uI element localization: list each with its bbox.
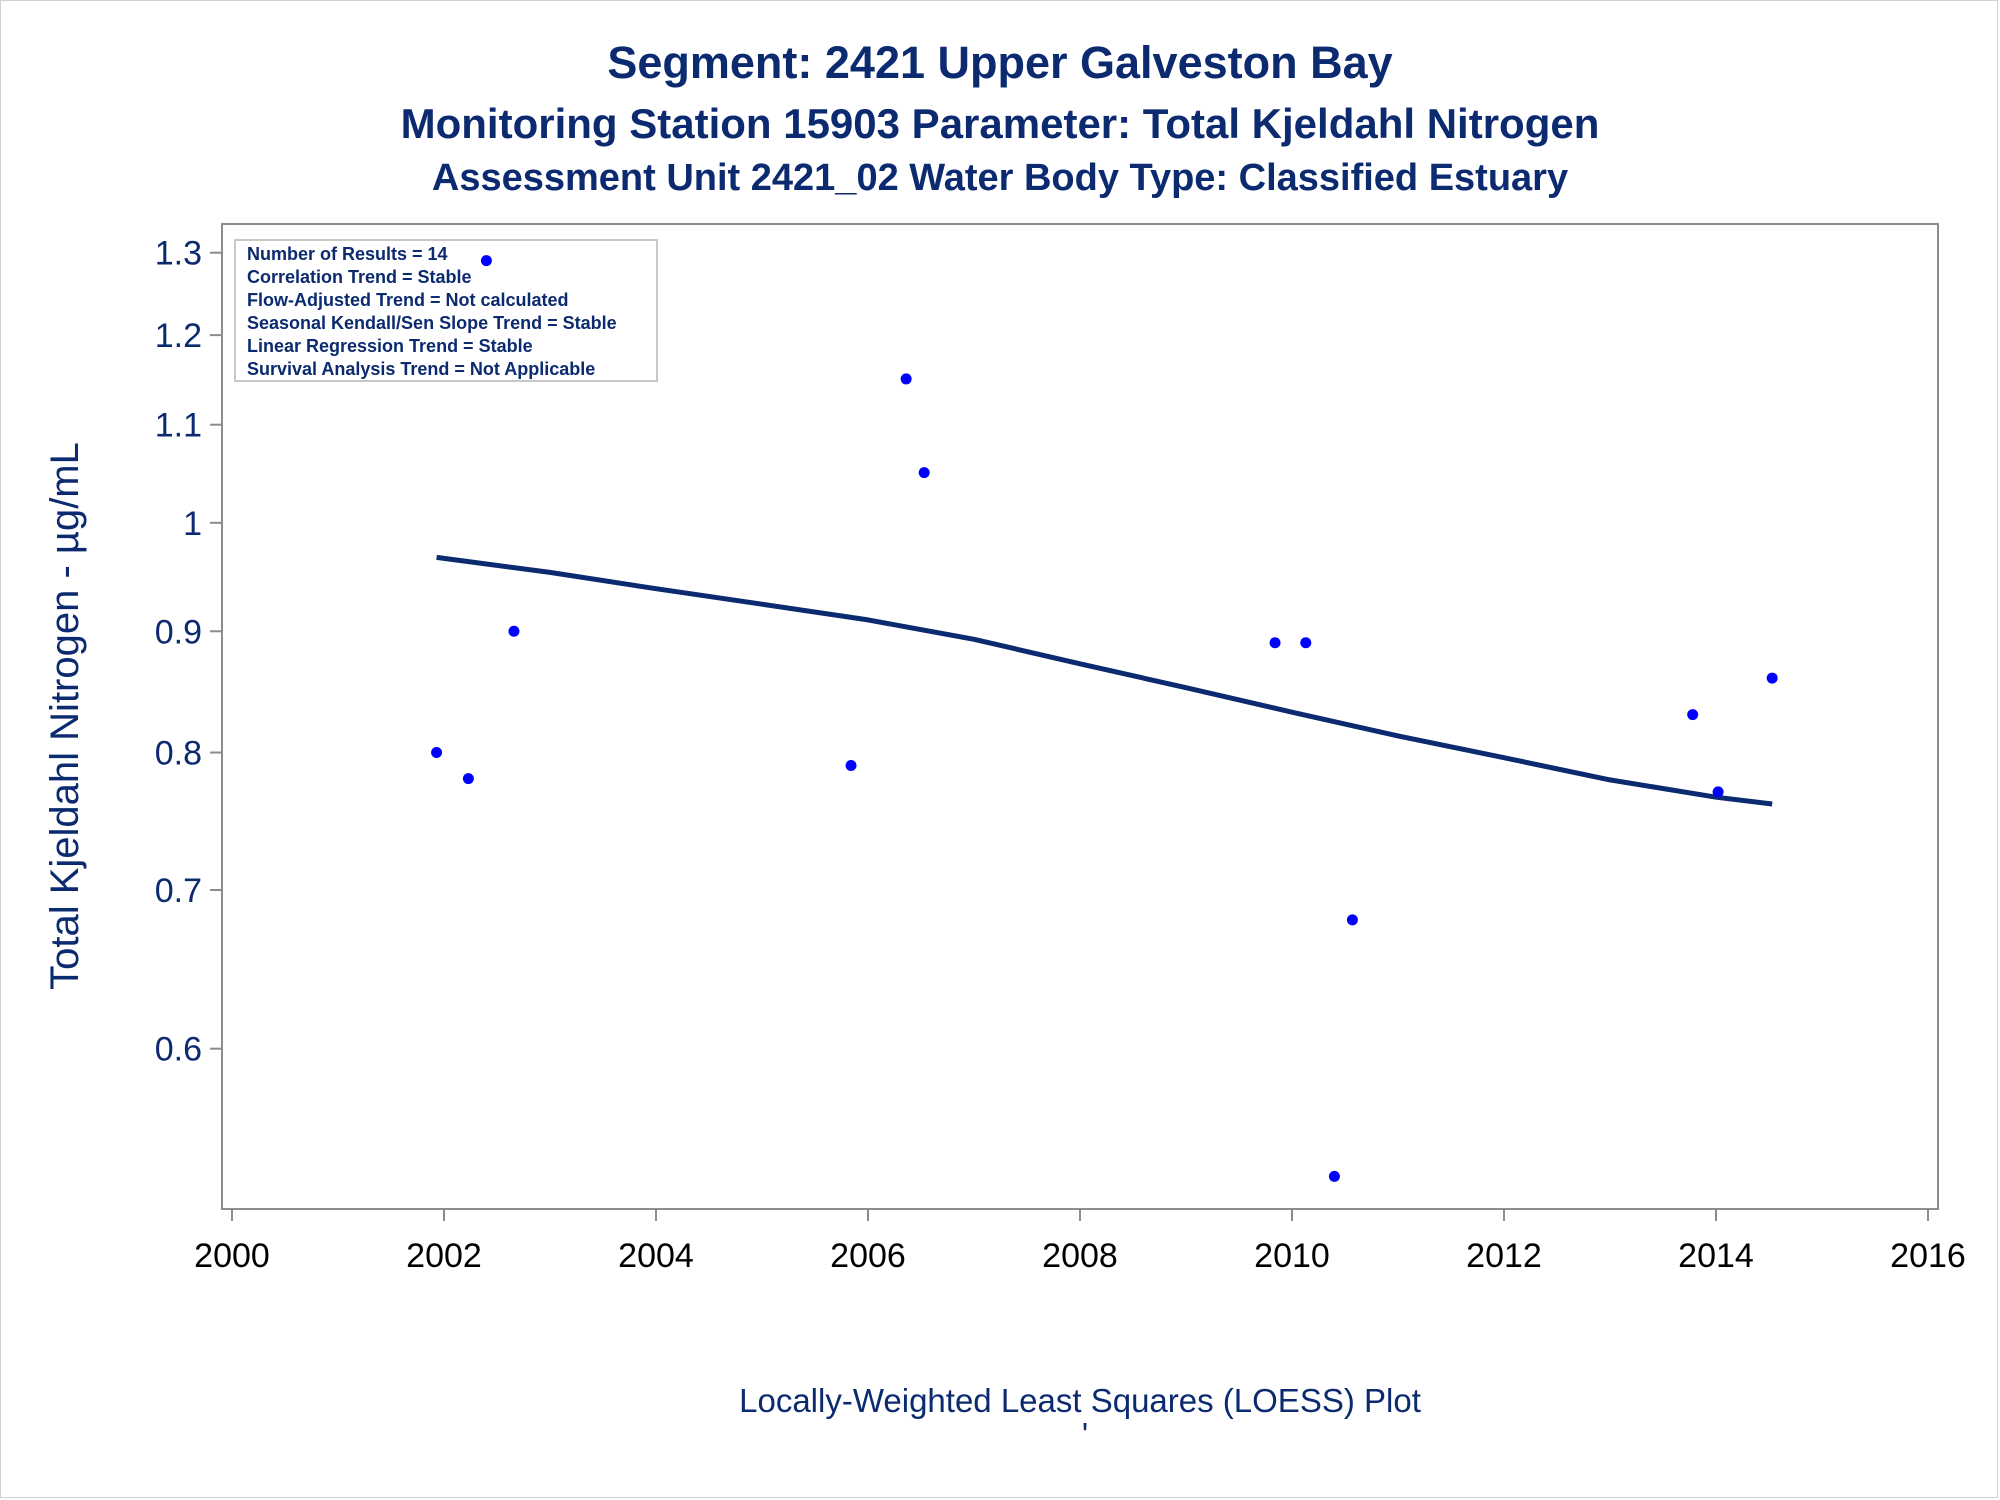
- x-tick-label: 2012: [1466, 1237, 1542, 1275]
- y-tick-label: 0.8: [155, 735, 202, 773]
- data-point: [480, 255, 492, 267]
- y-tick-label: 0.6: [155, 1031, 202, 1069]
- data-point: [1300, 637, 1312, 649]
- loess-trend-line: [436, 554, 1773, 807]
- footnote-mark: ': [1082, 1416, 1088, 1453]
- y-axis: 0.6 0.7 0.8 0.9 1 1.1 1.2 1.3: [155, 235, 222, 1069]
- data-point: [845, 759, 857, 771]
- data-point: [1269, 637, 1281, 649]
- stat-number-of-results: Number of Results = 14: [247, 244, 448, 264]
- stat-correlation-trend: Correlation Trend = Stable: [247, 267, 472, 287]
- stat-survival-analysis-trend: Survival Analysis Trend = Not Applicable: [247, 359, 595, 379]
- data-point: [1328, 1170, 1340, 1182]
- x-tick-label: 2010: [1254, 1237, 1330, 1275]
- x-tick-label: 2004: [618, 1237, 694, 1275]
- title-station: Monitoring Station 15903 Parameter: Tota…: [401, 100, 1600, 147]
- y-tick-label: 0.9: [155, 613, 202, 651]
- y-tick-label: 1.3: [155, 235, 202, 273]
- stat-linear-regression-trend: Linear Regression Trend = Stable: [247, 336, 533, 356]
- stats-box-border: [234, 239, 658, 382]
- data-point: [1346, 914, 1358, 926]
- data-point: [508, 625, 520, 637]
- y-tick-label: 1.1: [155, 407, 202, 445]
- y-tick-label: 1.2: [155, 317, 202, 355]
- data-point: [431, 747, 443, 759]
- data-point: [1766, 672, 1778, 684]
- data-series: [431, 255, 1778, 1182]
- x-axis: 2000 2002 2004 2006 2008 2010 2012 2014 2016: [194, 1209, 1966, 1275]
- y-axis-title: Total Kjeldahl Nitrogen - µg/mL: [43, 442, 87, 990]
- x-tick-label: 2006: [830, 1237, 906, 1275]
- chart-titles: Segment: 2421 Upper Galveston Bay Monito…: [401, 37, 1600, 199]
- y-tick-label: 1: [183, 505, 202, 543]
- x-tick-label: 2014: [1678, 1237, 1754, 1275]
- title-segment: Segment: 2421 Upper Galveston Bay: [607, 37, 1392, 88]
- x-tick-label: 2016: [1890, 1237, 1966, 1275]
- x-tick-label: 2002: [406, 1237, 482, 1275]
- stat-flow-adjusted-trend: Flow-Adjusted Trend = Not calculated: [247, 290, 569, 310]
- data-point: [1712, 786, 1724, 798]
- x-tick-label: 2008: [1042, 1237, 1118, 1275]
- data-point: [918, 467, 930, 479]
- y-tick-label: 0.7: [155, 872, 202, 910]
- title-assessment: Assessment Unit 2421_02 Water Body Type:…: [432, 157, 1568, 199]
- stats-box: Number of Results = 14 Correlation Trend…: [234, 239, 658, 382]
- data-point: [1687, 709, 1699, 721]
- data-point: [900, 373, 912, 385]
- stat-seasonal-kendall-trend: Seasonal Kendall/Sen Slope Trend = Stabl…: [247, 313, 617, 333]
- footnote: Locally-Weighted Least Squares (LOESS) P…: [739, 1382, 1421, 1419]
- x-tick-label: 2000: [194, 1237, 270, 1275]
- data-point: [462, 773, 474, 785]
